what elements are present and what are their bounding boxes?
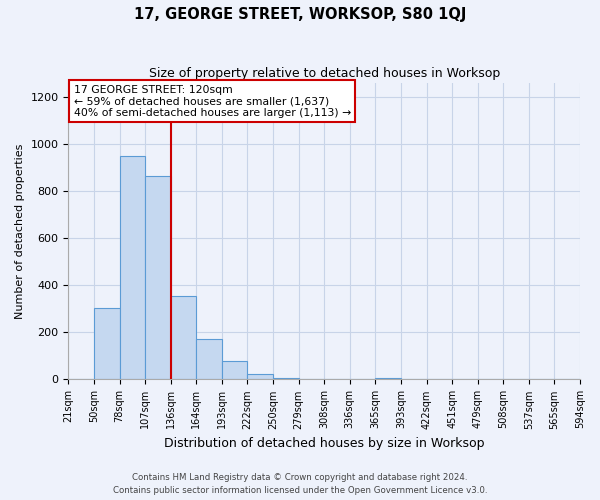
- X-axis label: Distribution of detached houses by size in Worksop: Distribution of detached houses by size …: [164, 437, 484, 450]
- Bar: [145, 176, 171, 380]
- Bar: [196, 340, 222, 380]
- Y-axis label: Number of detached properties: Number of detached properties: [15, 144, 25, 319]
- Bar: [222, 360, 247, 380]
- Text: 17 GEORGE STREET: 120sqm
← 59% of detached houses are smaller (1,637)
40% of sem: 17 GEORGE STREET: 120sqm ← 59% of detach…: [74, 84, 351, 117]
- Text: Contains HM Land Registry data © Crown copyright and database right 2024.
Contai: Contains HM Land Registry data © Crown c…: [113, 474, 487, 495]
- Bar: [171, 296, 196, 380]
- Bar: [376, 378, 401, 380]
- Bar: [273, 378, 299, 380]
- Text: 17, GEORGE STREET, WORKSOP, S80 1QJ: 17, GEORGE STREET, WORKSOP, S80 1QJ: [134, 8, 466, 22]
- Bar: [94, 308, 119, 380]
- Title: Size of property relative to detached houses in Worksop: Size of property relative to detached ho…: [149, 68, 500, 80]
- Bar: [247, 374, 273, 380]
- Bar: [119, 156, 145, 380]
